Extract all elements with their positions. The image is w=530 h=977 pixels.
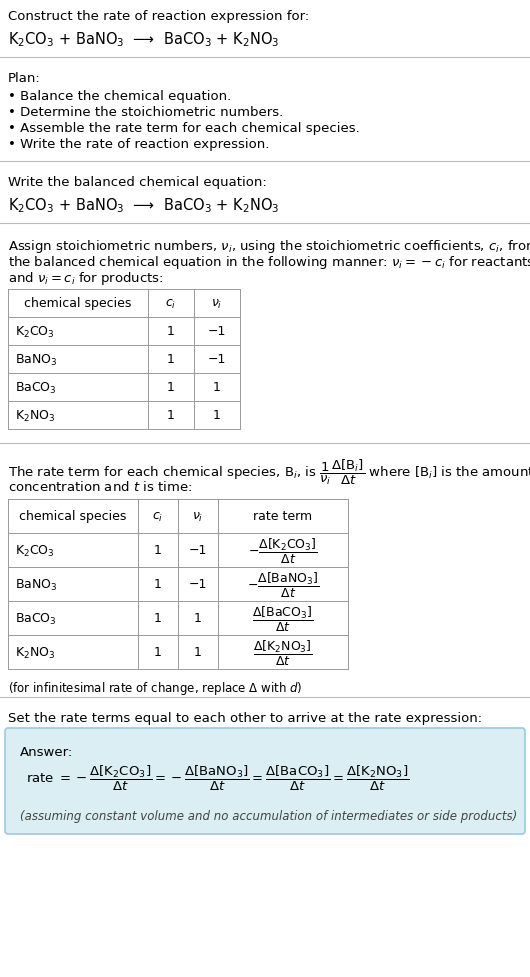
Text: 1: 1 — [194, 646, 202, 658]
Text: 1: 1 — [167, 353, 175, 366]
Text: rate term: rate term — [253, 510, 313, 523]
Text: • Write the rate of reaction expression.: • Write the rate of reaction expression. — [8, 138, 269, 150]
Text: 1: 1 — [167, 381, 175, 394]
Text: and $\nu_i = c_i$ for products:: and $\nu_i = c_i$ for products: — [8, 270, 164, 286]
Bar — [8, 499, 348, 669]
Text: BaCO$_3$: BaCO$_3$ — [15, 380, 57, 395]
Text: $c_i$: $c_i$ — [165, 297, 176, 311]
Bar — [8, 290, 240, 430]
Text: $-\dfrac{\Delta[\mathrm{K_2CO_3}]}{\Delta t}$: $-\dfrac{\Delta[\mathrm{K_2CO_3}]}{\Delt… — [248, 536, 318, 565]
FancyBboxPatch shape — [5, 728, 525, 834]
Text: $\nu_i$: $\nu_i$ — [211, 297, 223, 311]
Text: 1: 1 — [213, 409, 221, 422]
Text: 1: 1 — [194, 612, 202, 625]
Text: BaCO$_3$: BaCO$_3$ — [15, 611, 57, 626]
Text: (assuming constant volume and no accumulation of intermediates or side products): (assuming constant volume and no accumul… — [20, 809, 517, 823]
Text: −1: −1 — [189, 578, 207, 591]
Text: $c_i$: $c_i$ — [152, 510, 164, 523]
Text: −1: −1 — [208, 353, 226, 366]
Text: K$_2$CO$_3$: K$_2$CO$_3$ — [15, 324, 55, 339]
Text: K$_2$NO$_3$: K$_2$NO$_3$ — [15, 645, 56, 659]
Text: −1: −1 — [208, 325, 226, 338]
Text: Answer:: Answer: — [20, 745, 73, 758]
Text: BaNO$_3$: BaNO$_3$ — [15, 352, 57, 367]
Text: 1: 1 — [167, 409, 175, 422]
Text: $\dfrac{\Delta[\mathrm{K_2NO_3}]}{\Delta t}$: $\dfrac{\Delta[\mathrm{K_2NO_3}]}{\Delta… — [253, 638, 313, 667]
Text: 1: 1 — [154, 544, 162, 557]
Text: chemical species: chemical species — [19, 510, 127, 523]
Text: 1: 1 — [154, 578, 162, 591]
Text: • Assemble the rate term for each chemical species.: • Assemble the rate term for each chemic… — [8, 122, 360, 135]
Text: rate $= -\dfrac{\Delta[\mathrm{K_2CO_3}]}{\Delta t} = -\dfrac{\Delta[\mathrm{BaN: rate $= -\dfrac{\Delta[\mathrm{K_2CO_3}]… — [26, 763, 409, 791]
Text: 1: 1 — [154, 612, 162, 625]
Text: Construct the rate of reaction expression for:: Construct the rate of reaction expressio… — [8, 10, 309, 23]
Text: Write the balanced chemical equation:: Write the balanced chemical equation: — [8, 176, 267, 189]
Text: chemical species: chemical species — [24, 297, 131, 310]
Text: BaNO$_3$: BaNO$_3$ — [15, 576, 57, 592]
Text: • Determine the stoichiometric numbers.: • Determine the stoichiometric numbers. — [8, 106, 283, 119]
Text: • Balance the chemical equation.: • Balance the chemical equation. — [8, 90, 231, 103]
Text: (for infinitesimal rate of change, replace Δ with $d$): (for infinitesimal rate of change, repla… — [8, 679, 303, 697]
Text: 1: 1 — [167, 325, 175, 338]
Text: 1: 1 — [213, 381, 221, 394]
Text: −1: −1 — [189, 544, 207, 557]
Text: Plan:: Plan: — [8, 72, 41, 85]
Text: K$_2$NO$_3$: K$_2$NO$_3$ — [15, 408, 56, 423]
Text: 1: 1 — [154, 646, 162, 658]
Text: K$_2$CO$_3$ + BaNO$_3$  ⟶  BaCO$_3$ + K$_2$NO$_3$: K$_2$CO$_3$ + BaNO$_3$ ⟶ BaCO$_3$ + K$_2… — [8, 30, 279, 49]
Text: The rate term for each chemical species, B$_i$, is $\dfrac{1}{\nu_i}\dfrac{\Delt: The rate term for each chemical species,… — [8, 457, 530, 487]
Text: $-\dfrac{\Delta[\mathrm{BaNO_3}]}{\Delta t}$: $-\dfrac{\Delta[\mathrm{BaNO_3}]}{\Delta… — [247, 570, 319, 599]
Text: $\nu_i$: $\nu_i$ — [192, 510, 204, 523]
Text: K$_2$CO$_3$ + BaNO$_3$  ⟶  BaCO$_3$ + K$_2$NO$_3$: K$_2$CO$_3$ + BaNO$_3$ ⟶ BaCO$_3$ + K$_2… — [8, 195, 279, 215]
Text: Assign stoichiometric numbers, $\nu_i$, using the stoichiometric coefficients, $: Assign stoichiometric numbers, $\nu_i$, … — [8, 237, 530, 255]
Text: $\dfrac{\Delta[\mathrm{BaCO_3}]}{\Delta t}$: $\dfrac{\Delta[\mathrm{BaCO_3}]}{\Delta … — [252, 604, 314, 633]
Text: Set the rate terms equal to each other to arrive at the rate expression:: Set the rate terms equal to each other t… — [8, 711, 482, 724]
Text: concentration and $t$ is time:: concentration and $t$ is time: — [8, 480, 192, 493]
Text: K$_2$CO$_3$: K$_2$CO$_3$ — [15, 543, 55, 558]
Text: the balanced chemical equation in the following manner: $\nu_i = -c_i$ for react: the balanced chemical equation in the fo… — [8, 254, 530, 271]
